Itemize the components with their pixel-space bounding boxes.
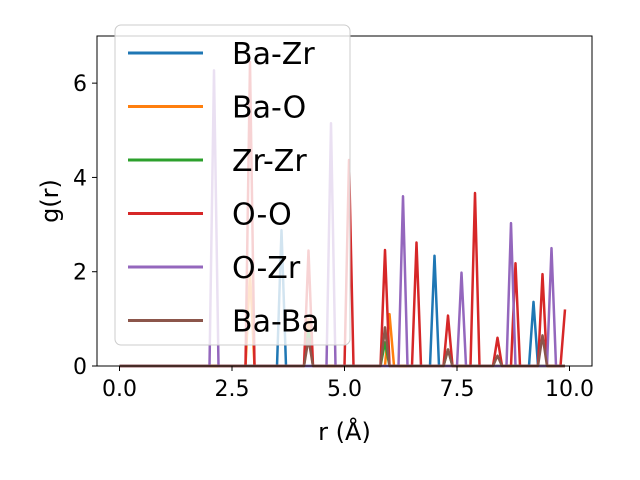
y-tick-label: 2 (73, 261, 87, 286)
x-tick-label: 7.5 (440, 377, 475, 402)
legend-label: O-Zr (232, 251, 301, 286)
legend-label: Zr-Zr (232, 144, 307, 179)
y-axis-label: g(r) (36, 179, 64, 223)
x-tick-label: 0.0 (102, 377, 137, 402)
x-tick-label: 5.0 (327, 377, 362, 402)
legend-label: Ba-Ba (232, 305, 320, 340)
y-tick-label: 4 (73, 166, 87, 191)
legend-label: Ba-O (232, 91, 306, 126)
y-tick-label: 0 (73, 355, 87, 380)
y-axis-ticks: 0 2 4 6 (73, 72, 97, 380)
y-tick-label: 6 (73, 72, 87, 97)
series-line-ba-ba (119, 326, 565, 368)
x-tick-label: 10.0 (545, 377, 594, 402)
x-axis-label: r (Å) (318, 417, 371, 446)
legend-box (114, 24, 351, 346)
x-tick-label: 2.5 (215, 377, 250, 402)
legend-label: O-O (232, 198, 292, 233)
legend: Ba-Zr Ba-O Zr-Zr O-O O-Zr Ba-Ba (114, 24, 351, 346)
x-axis-ticks: 0.0 2.5 5.0 7.5 10.0 (102, 366, 594, 402)
legend-label: Ba-Zr (232, 37, 315, 72)
